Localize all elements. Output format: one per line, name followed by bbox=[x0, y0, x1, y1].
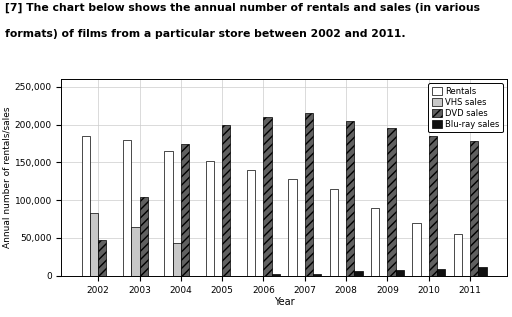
Bar bbox=[272, 274, 280, 276]
Bar bbox=[181, 144, 189, 276]
Bar bbox=[396, 270, 404, 276]
Bar bbox=[478, 267, 486, 276]
Bar bbox=[247, 170, 255, 276]
Bar bbox=[98, 240, 106, 276]
Bar bbox=[305, 113, 313, 276]
Bar bbox=[222, 125, 230, 276]
Bar bbox=[264, 117, 272, 276]
Bar bbox=[354, 271, 362, 276]
Bar bbox=[313, 274, 322, 276]
Bar bbox=[388, 128, 396, 276]
Bar bbox=[164, 151, 173, 276]
Bar bbox=[131, 227, 140, 276]
Bar bbox=[437, 269, 445, 276]
Bar bbox=[123, 140, 131, 276]
X-axis label: Year: Year bbox=[274, 297, 294, 307]
Bar bbox=[429, 136, 437, 276]
Bar bbox=[206, 161, 214, 276]
Bar bbox=[470, 141, 478, 276]
Bar bbox=[454, 234, 462, 276]
Bar bbox=[346, 121, 354, 276]
Bar bbox=[288, 179, 296, 276]
Bar bbox=[82, 136, 90, 276]
Bar bbox=[371, 208, 379, 276]
Bar bbox=[330, 189, 338, 276]
Y-axis label: Annual number of rentals/sales: Annual number of rentals/sales bbox=[3, 107, 12, 248]
Bar bbox=[140, 197, 148, 276]
Text: formats) of films from a particular store between 2002 and 2011.: formats) of films from a particular stor… bbox=[5, 29, 406, 39]
Bar bbox=[412, 223, 420, 276]
Legend: Rentals, VHS sales, DVD sales, Blu-ray sales: Rentals, VHS sales, DVD sales, Blu-ray s… bbox=[429, 83, 503, 132]
Bar bbox=[173, 243, 181, 276]
Text: [7] The chart below shows the annual number of rentals and sales (in various: [7] The chart below shows the annual num… bbox=[5, 3, 480, 13]
Bar bbox=[90, 213, 98, 276]
